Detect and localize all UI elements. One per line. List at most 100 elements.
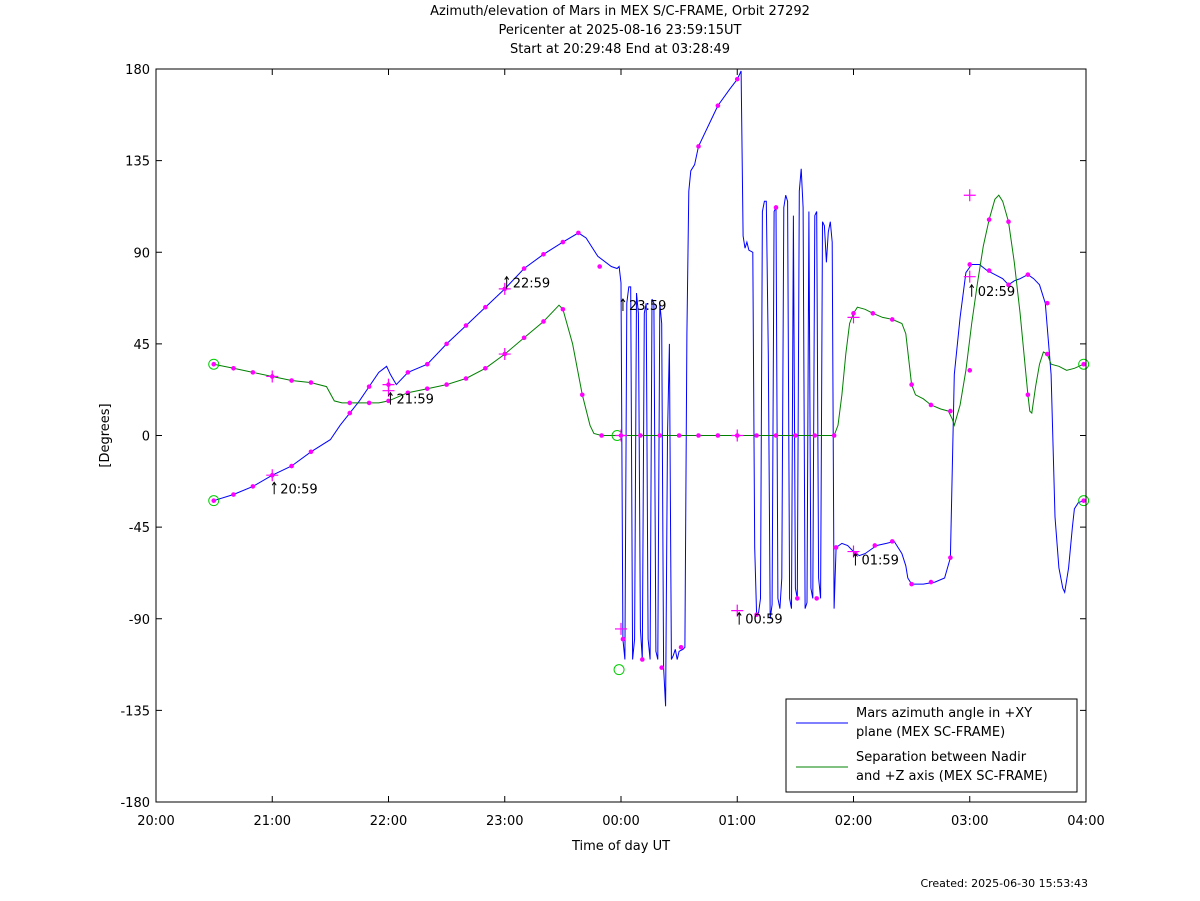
y-tick-label: 90 <box>133 246 150 261</box>
annotation-arrow <box>388 391 393 405</box>
data-point <box>386 398 391 404</box>
legend-box <box>785 698 1078 793</box>
data-point <box>541 251 546 257</box>
data-point <box>599 433 604 438</box>
series-1 <box>208 189 1090 442</box>
data-point <box>889 539 895 544</box>
data-point <box>289 378 294 383</box>
data-point <box>715 103 721 108</box>
legend-entry: plane (MEX SC-FRAME) <box>856 725 1005 740</box>
x-tick-label: 22:00 <box>370 814 407 829</box>
chart-title-line-2: Pericenter at 2025-08-16 23:59:15UT <box>498 23 742 38</box>
data-point <box>308 380 314 385</box>
x-tick-label: 20:00 <box>137 814 174 829</box>
data-point <box>986 217 992 222</box>
data-point <box>483 366 488 371</box>
data-point <box>211 361 217 367</box>
legend-entry: Separation between Nadir <box>856 750 1027 765</box>
y-tick-label: -90 <box>129 613 150 628</box>
hour-cross <box>266 469 279 482</box>
hour-cross <box>731 429 744 442</box>
x-tick-label: 01:00 <box>719 814 756 829</box>
y-axis-label: [Degrees] <box>98 403 113 467</box>
data-point <box>773 205 779 210</box>
data-point <box>909 581 914 587</box>
data-point <box>211 498 217 503</box>
legend: Mars azimuth angle in +XY plane (MEX SC-F… <box>785 698 1078 793</box>
data-point <box>948 408 953 414</box>
annotation-label: 22:59 <box>513 277 550 292</box>
hour-cross <box>266 370 279 383</box>
hour-annotation: 01:59 <box>853 552 899 569</box>
data-point <box>909 382 914 387</box>
x-axis-label: Time of day UT <box>571 839 670 854</box>
annotation-label: 00:59 <box>745 613 782 628</box>
data-point <box>948 555 953 560</box>
data-point <box>597 264 602 269</box>
data-point <box>889 317 895 322</box>
x-tick-label: 02:00 <box>835 814 872 829</box>
data-point <box>560 306 566 312</box>
annotation-arrow <box>271 481 277 495</box>
x-tick-label: 23:00 <box>486 814 523 829</box>
data-point <box>657 433 663 438</box>
data-point <box>1025 392 1031 398</box>
data-point <box>754 612 759 617</box>
data-point <box>793 433 798 438</box>
data-point <box>289 463 294 469</box>
data-point <box>696 433 701 438</box>
x-tick-label: 04:00 <box>1067 814 1104 829</box>
annotation-arrow <box>969 283 975 297</box>
series-line <box>213 70 1084 707</box>
data-point <box>541 319 546 324</box>
data-point <box>928 579 934 585</box>
data-point <box>754 433 759 438</box>
data-point <box>424 386 430 391</box>
annotation-arrow <box>736 611 742 625</box>
endpoint-circle <box>613 664 625 676</box>
data-point <box>831 433 837 438</box>
data-point <box>833 545 839 550</box>
data-point <box>463 376 469 381</box>
plot-frame <box>155 68 1087 803</box>
data-point <box>678 644 684 650</box>
data-point <box>967 262 973 267</box>
data-point <box>659 665 664 670</box>
data-point <box>463 323 469 328</box>
hour-annotation: 20:59 <box>271 481 318 497</box>
data-point <box>366 400 372 406</box>
data-point <box>521 266 527 271</box>
y-tick-label: 0 <box>142 430 150 445</box>
data-point <box>521 335 527 341</box>
hour-cross <box>615 429 627 442</box>
data-point <box>231 492 236 497</box>
y-tick-label: 180 <box>125 63 150 78</box>
data-point <box>870 311 876 316</box>
data-point <box>1081 498 1086 503</box>
hour-annotation: 23:59 <box>620 298 666 314</box>
data-point <box>366 384 372 389</box>
series-0 <box>208 70 1090 707</box>
data-point <box>250 484 256 489</box>
data-point <box>986 268 992 273</box>
data-point <box>620 636 626 642</box>
data-point <box>560 239 566 245</box>
data-point <box>231 366 236 371</box>
y-tick-label: 135 <box>125 155 150 170</box>
hour-cross <box>615 622 627 635</box>
data-point <box>1006 219 1011 225</box>
data-point <box>576 230 581 236</box>
data-point <box>483 304 488 310</box>
data-point <box>444 341 449 347</box>
x-tick-label: 21:00 <box>254 814 291 829</box>
annotation-label: 01:59 <box>861 554 898 569</box>
data-point <box>1081 361 1086 367</box>
chart-title-line-3: Start at 20:29:48 End at 03:28:49 <box>509 42 731 57</box>
annotation-arrow <box>504 275 510 289</box>
data-point <box>579 392 585 398</box>
data-point <box>424 361 430 367</box>
hour-cross <box>498 348 511 361</box>
data-point <box>967 368 973 373</box>
annotation-layer: 20:59 21:59 22:59 23:59 00:59 01:59 02:59 <box>271 275 1015 628</box>
